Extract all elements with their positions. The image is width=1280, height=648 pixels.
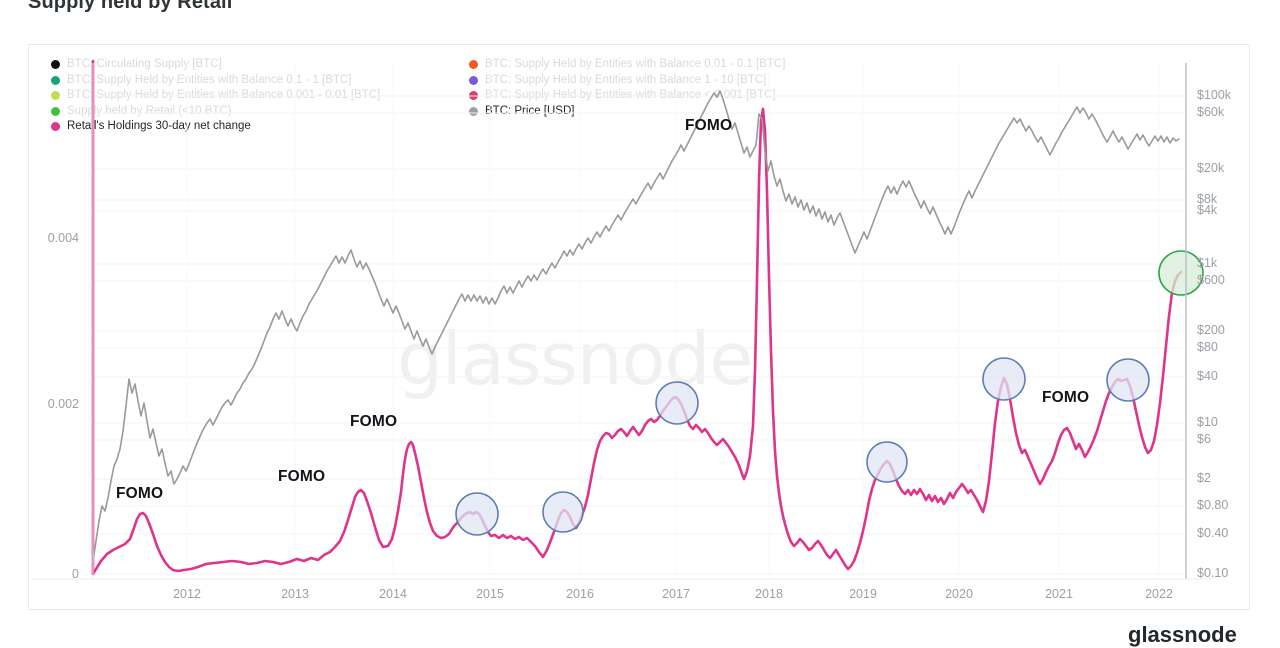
y-axis-right-tick-4: $4k bbox=[1197, 203, 1218, 217]
fomo-annotation-1: FOMO bbox=[278, 468, 326, 485]
legend-item-right-0[interactable]: BTC: Supply Held by Entities with Balanc… bbox=[469, 57, 889, 73]
chart-svg bbox=[31, 59, 1213, 580]
y-axis-left-tick-0: 0 bbox=[72, 567, 79, 581]
legend-column-left: BTC: Circulating Supply [BTC] BTC: Supply… bbox=[51, 57, 469, 135]
x-axis-tick-2: 2014 bbox=[379, 587, 407, 601]
highlight-circle-blue-1 bbox=[542, 491, 584, 533]
y-axis-right-tick-12: $2 bbox=[1197, 471, 1211, 485]
legend-color-dot bbox=[51, 60, 60, 70]
fomo-annotation-2: FOMO bbox=[350, 413, 398, 430]
y-axis-right-tick-15: $0.10 bbox=[1197, 566, 1229, 580]
x-axis-tick-5: 2017 bbox=[662, 587, 690, 601]
y-axis-right-tick-5: $1k bbox=[1197, 256, 1218, 270]
y-axis-right-tick-3: $8k bbox=[1197, 192, 1218, 206]
fomo-annotation-4: FOMO bbox=[1042, 389, 1090, 406]
page-title: Supply held by Retail bbox=[28, 0, 233, 13]
legend-item-left-2[interactable]: BTC: Supply Held by Entities with Balanc… bbox=[51, 88, 469, 104]
x-axis-tick-8: 2020 bbox=[945, 587, 973, 601]
series-line-retail-net-change bbox=[91, 59, 1183, 576]
x-axis-tick-10: 2022 bbox=[1145, 587, 1173, 601]
legend-item-label: BTC: Supply Held by Entities with Balanc… bbox=[67, 89, 381, 101]
y-axis-right-tick-14: $0.40 bbox=[1197, 526, 1229, 540]
highlight-circle-blue-3 bbox=[866, 441, 908, 483]
highlight-circle-blue-2 bbox=[655, 381, 699, 425]
highlight-circle-blue-5 bbox=[1106, 358, 1150, 402]
legend-item-label: BTC: Supply Held by Entities with Balanc… bbox=[485, 58, 786, 70]
x-axis-tick-4: 2016 bbox=[566, 587, 594, 601]
legend-color-dot bbox=[51, 122, 60, 132]
legend-color-dot bbox=[51, 75, 60, 85]
legend-item-right-1[interactable]: BTC: Supply Held by Entities with Balanc… bbox=[469, 73, 889, 89]
x-axis-tick-0: 2012 bbox=[173, 587, 201, 601]
y-axis-left-tick-1: 0.002 bbox=[47, 397, 79, 411]
y-axis-right-tick-2: $20k bbox=[1197, 161, 1225, 175]
x-axis-tick-1: 2013 bbox=[281, 587, 309, 601]
legend-color-dot bbox=[469, 60, 478, 70]
fomo-annotation-3: FOMO bbox=[685, 117, 733, 134]
x-axis-tick-9: 2021 bbox=[1045, 587, 1073, 601]
legend-item-label: BTC: Supply Held by Entities with Balanc… bbox=[67, 73, 352, 86]
highlight-circle-blue-0 bbox=[455, 492, 499, 536]
chart-card: BTC: Circulating Supply [BTC] BTC: Supply… bbox=[28, 44, 1250, 610]
y-axis-right-tick-9: $40 bbox=[1197, 369, 1218, 383]
legend-color-dot bbox=[51, 91, 60, 101]
series-line-btc-price bbox=[92, 90, 1180, 562]
legend-item-label: Retail's Holdings 30-day net change bbox=[67, 120, 251, 132]
gridlines bbox=[93, 95, 1186, 575]
legend-item-label: BTC: Supply Held by Entities with Balanc… bbox=[485, 89, 776, 101]
plot-area: glassnode 0 0.002 0.004 $100k $60k $20k $8k $4k… bbox=[29, 45, 1249, 609]
fomo-annotation-0: FOMO bbox=[116, 485, 164, 502]
y-axis-right-tick-11: $6 bbox=[1197, 432, 1211, 446]
legend-item-left-4[interactable]: Retail's Holdings 30-day net change bbox=[51, 119, 469, 135]
y-axis-right-tick-13: $0.80 bbox=[1197, 498, 1229, 512]
legend-color-dot bbox=[469, 106, 478, 116]
y-axis-right-tick-10: $10 bbox=[1197, 415, 1218, 429]
legend-color-dot bbox=[51, 106, 60, 116]
y-axis-right-tick-8: $80 bbox=[1197, 340, 1218, 354]
y-axis-right-tick-1: $60k bbox=[1197, 105, 1225, 119]
legend-item-left-0[interactable]: BTC: Circulating Supply [BTC] bbox=[51, 57, 469, 73]
x-axis-tick-6: 2018 bbox=[755, 587, 783, 601]
legend-item-left-1[interactable]: BTC: Supply Held by Entities with Balanc… bbox=[51, 73, 469, 89]
x-axis-tick-7: 2019 bbox=[849, 587, 877, 601]
y-axis-right-tick-7: $200 bbox=[1197, 323, 1225, 337]
x-axis-tick-3: 2015 bbox=[476, 587, 504, 601]
legend-item-label: BTC: Supply Held by Entities with Balanc… bbox=[485, 73, 767, 86]
y-axis-right-tick-6: $600 bbox=[1197, 273, 1225, 287]
glassnode-footer-logo: glassnode bbox=[1128, 622, 1237, 647]
highlight-circle-blue-4 bbox=[982, 357, 1026, 401]
gridlines-vertical bbox=[186, 63, 1160, 579]
legend-item-label: BTC: Circulating Supply [BTC] bbox=[67, 58, 222, 70]
y-axis-left-tick-2: 0.004 bbox=[47, 231, 79, 245]
legend-color-dot bbox=[469, 75, 478, 85]
y-axis-right-tick-0: $100k bbox=[1197, 88, 1232, 102]
highlight-circle-green-6 bbox=[1158, 250, 1204, 296]
